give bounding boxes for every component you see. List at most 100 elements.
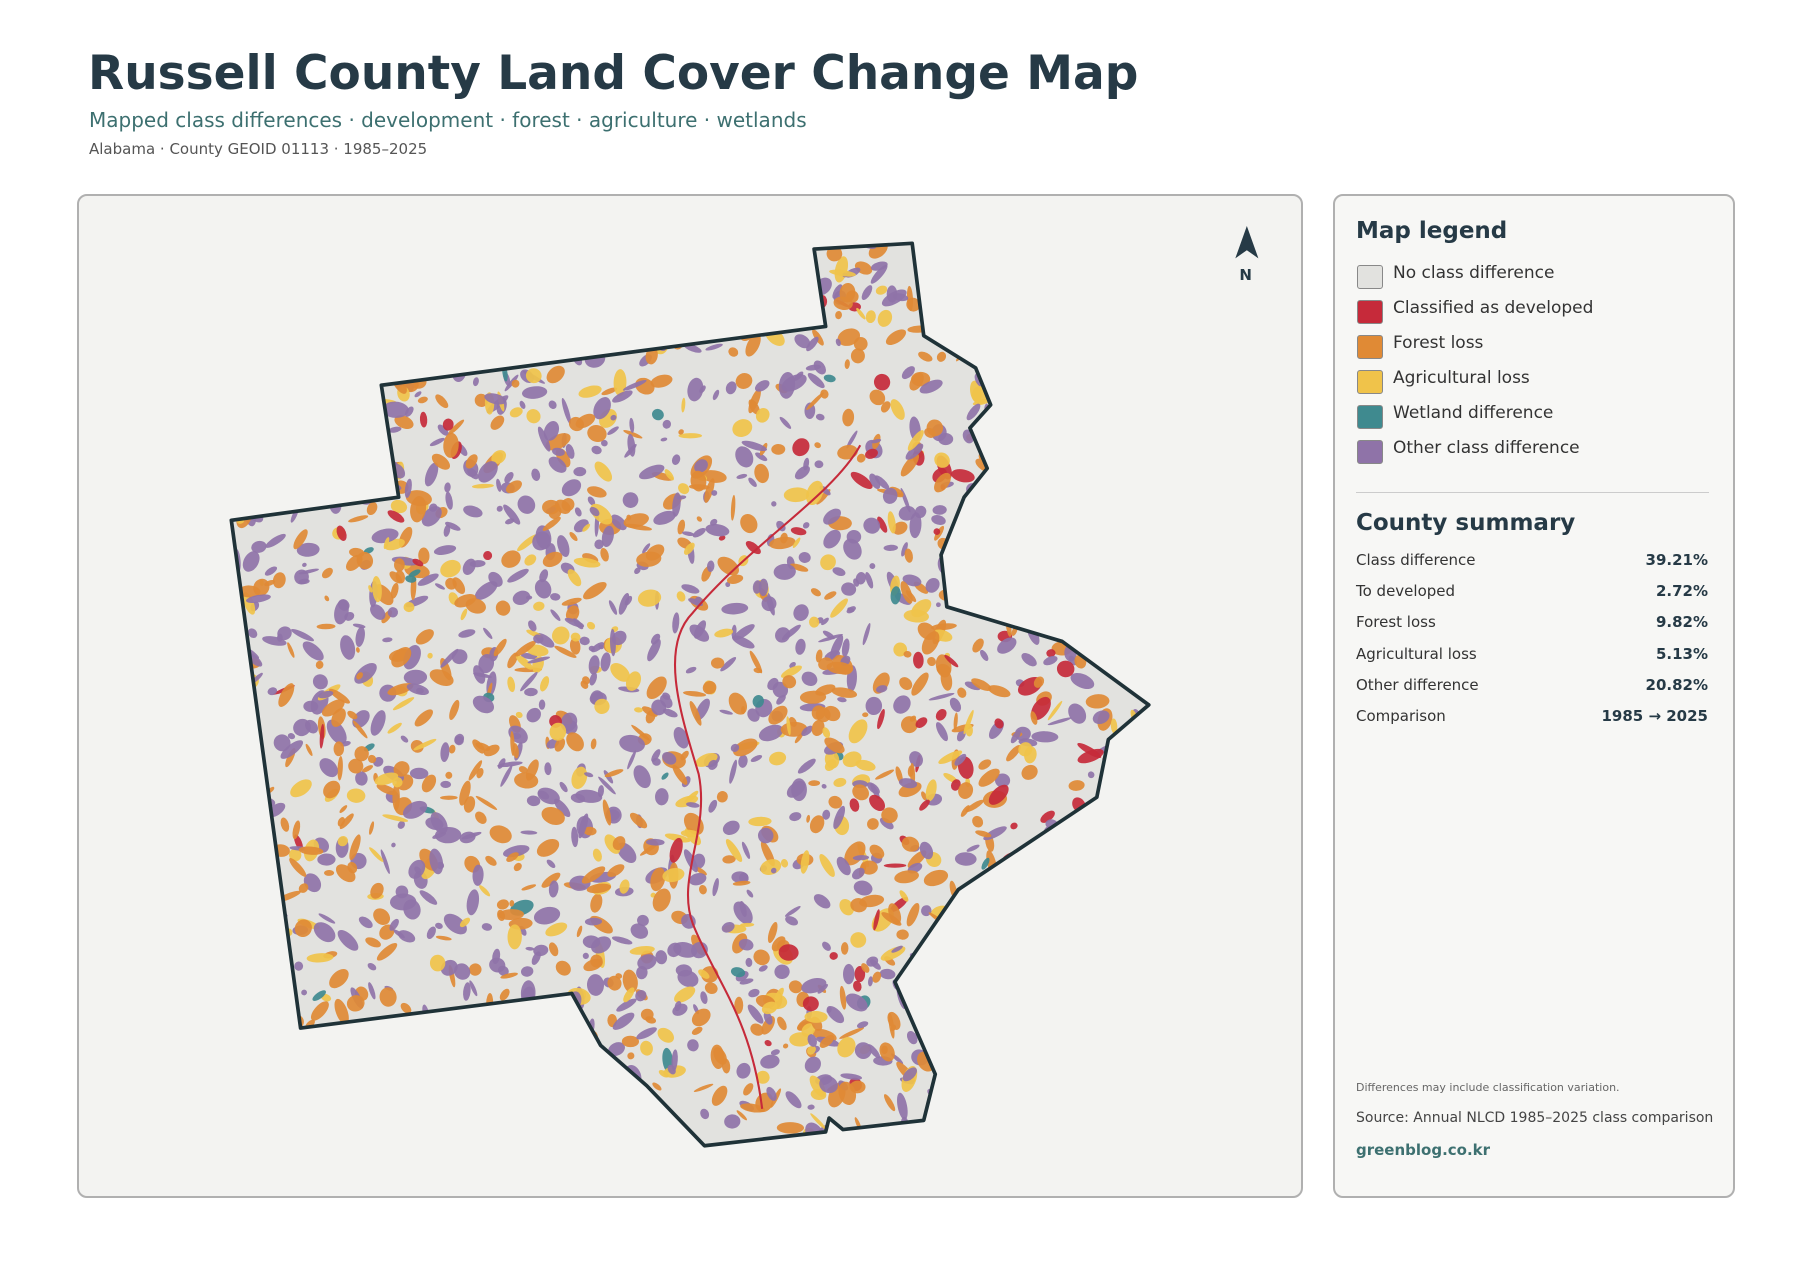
patch [1100,894,1111,905]
patch [801,725,813,737]
patch [1121,514,1146,527]
patch [759,269,767,275]
patch [382,637,393,643]
patch [541,872,561,888]
patch [542,1058,558,1077]
patch [810,588,821,597]
patch [294,961,304,971]
patch [905,443,924,460]
patch [524,687,538,697]
patch [730,967,746,978]
patch [533,906,561,925]
patch [391,842,396,848]
patch [822,941,831,951]
patch [863,517,881,534]
patch [309,1112,314,1134]
patch [645,308,654,320]
patch [995,300,1012,315]
patch [1142,748,1149,759]
patch [501,266,508,274]
patch [273,734,291,752]
patch [788,980,803,994]
patch [321,699,345,717]
patch [1045,495,1067,504]
patch [369,821,375,835]
patch [1103,580,1115,591]
patch [354,319,371,337]
patch [683,299,692,311]
patch [1047,911,1066,928]
patch [891,945,903,953]
patch [755,452,768,462]
patch [639,464,665,480]
patch [662,419,672,429]
patch [950,1084,965,1099]
patch [337,816,345,827]
patch [461,1125,473,1141]
patch [684,790,699,804]
patch [315,660,324,669]
patch [972,638,984,653]
patch [852,867,865,880]
patch [795,638,806,655]
patch [443,524,451,537]
patch [329,688,350,704]
patch [417,396,428,404]
patch [1092,710,1110,725]
patch [355,626,365,647]
patch [515,711,523,719]
patch [710,657,725,669]
patch [262,254,277,270]
patch [1043,943,1060,961]
patch [501,550,521,568]
patch [503,311,529,316]
patch [503,504,521,525]
patch [254,446,265,457]
patch [501,282,524,296]
patch [608,1042,625,1057]
patch [729,759,737,784]
patch [388,426,402,433]
patch [885,329,907,346]
patch [652,757,661,766]
patch [389,571,403,584]
patch [1053,335,1062,349]
patch [856,453,866,463]
patch [602,799,612,826]
note: Differences may include classification v… [1356,1081,1620,1094]
patch [1063,920,1076,932]
patch [291,628,314,642]
patch [1125,852,1138,865]
patch [483,627,493,640]
patch [921,296,939,308]
patch [474,581,498,600]
patch [1097,586,1114,607]
patch [637,914,649,927]
patch [1071,1079,1084,1093]
patch [893,695,911,714]
patch [312,328,339,341]
patch [890,399,905,420]
patch [469,980,478,997]
patch [1078,254,1093,279]
patch [797,267,808,277]
patch [544,762,552,776]
patch [324,253,337,259]
patch [954,753,967,766]
patch [318,291,331,303]
patch [999,1084,1017,1101]
patch [853,980,862,992]
patch [535,1138,551,1146]
patch [1126,315,1141,330]
patch [792,438,810,457]
patch [813,894,831,909]
patch [672,492,681,517]
patch [1031,731,1059,743]
patch [754,463,769,484]
patch [735,373,753,389]
patch [1047,462,1067,480]
patch [1068,703,1087,724]
patch [671,454,681,465]
patch [1105,243,1116,252]
patch [410,496,427,523]
